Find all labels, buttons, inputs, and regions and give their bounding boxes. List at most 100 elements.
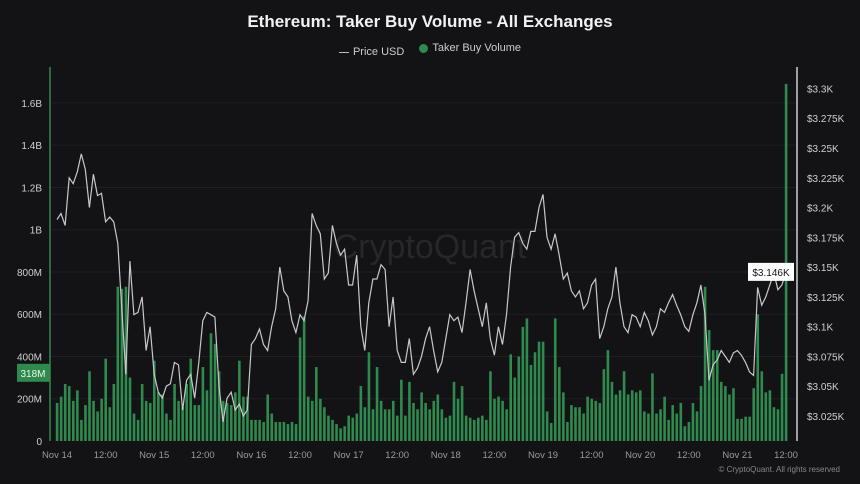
volume-bar xyxy=(250,419,253,441)
volume-bar xyxy=(497,396,500,441)
volume-bar xyxy=(262,421,265,441)
volume-bar xyxy=(258,419,261,441)
volume-bar xyxy=(92,400,95,441)
volume-bar xyxy=(396,415,399,441)
volume-bar xyxy=(323,407,326,441)
volume-bar xyxy=(695,411,699,441)
x-tick-label: 12:00 xyxy=(483,450,507,461)
volume-bar xyxy=(177,400,180,441)
volume-bar xyxy=(327,415,330,441)
volume-bar xyxy=(242,396,245,441)
x-tick-label: Nov 19 xyxy=(528,450,558,461)
volume-bar xyxy=(331,419,334,441)
legend-item-price[interactable]: Price USD xyxy=(338,46,404,58)
volume-bar xyxy=(501,400,504,441)
volume-bar xyxy=(651,373,654,441)
volume-bar xyxy=(707,330,711,441)
volume-bar xyxy=(525,318,529,441)
volume-bar xyxy=(266,394,269,441)
volume-bar xyxy=(724,386,727,441)
volume-bar xyxy=(363,407,367,441)
volume-bar xyxy=(108,407,112,441)
left-tick-label: 200M xyxy=(17,395,42,406)
volume-bar xyxy=(622,371,626,441)
volume-bar xyxy=(351,417,355,441)
volume-bar xyxy=(278,421,282,441)
volume-bar xyxy=(493,398,496,441)
volume-bar xyxy=(590,398,593,441)
watermark: CryptoQuant xyxy=(334,228,527,266)
volume-bar xyxy=(420,392,423,441)
volume-bar xyxy=(549,423,553,441)
volume-bar xyxy=(732,388,735,441)
volume-bar xyxy=(667,419,670,441)
volume-bar xyxy=(185,383,188,441)
volume-bar xyxy=(760,371,764,441)
x-tick-label: 12:00 xyxy=(774,450,798,461)
volume-bar xyxy=(764,392,768,441)
volume-bar xyxy=(436,394,440,441)
volume-bar xyxy=(728,394,731,441)
volume-bar xyxy=(574,407,577,441)
right-tick-label: $3.3K xyxy=(807,84,833,95)
volume-bar xyxy=(444,417,448,441)
volume-bar xyxy=(562,392,565,441)
right-current-value: $3.146K xyxy=(752,268,790,279)
volume-bar xyxy=(343,426,346,441)
volume-bar xyxy=(55,402,59,441)
left-tick-label: 1.2B xyxy=(21,183,42,194)
left-current-value: 318M xyxy=(20,369,45,380)
volume-bar xyxy=(610,381,614,441)
volume-bar xyxy=(614,394,618,441)
legend-item-volume[interactable]: Taker Buy Volume xyxy=(419,42,521,54)
left-current-badge xyxy=(17,363,50,382)
volume-bar xyxy=(335,424,338,441)
volume-bar xyxy=(517,356,521,441)
x-tick-label: Nov 17 xyxy=(334,450,364,461)
volume-bar xyxy=(169,419,172,441)
volume-bar xyxy=(663,396,666,441)
volume-bar xyxy=(104,358,107,441)
volume-bar xyxy=(768,390,772,441)
volume-bar xyxy=(408,381,411,441)
volume-bar xyxy=(699,386,703,441)
volume-bar xyxy=(537,341,541,441)
volume-bar xyxy=(464,415,468,441)
volume-bar xyxy=(148,402,152,441)
volume-bar xyxy=(756,314,760,441)
right-tick-label: $3.1K xyxy=(807,323,833,334)
volume-bar xyxy=(618,390,622,441)
volume-bar xyxy=(659,409,662,441)
volume-bar xyxy=(181,407,184,441)
volume-bar xyxy=(489,371,492,441)
volume-bar xyxy=(136,419,140,441)
volume-bar xyxy=(193,405,197,441)
right-tick-label: $3.05K xyxy=(807,382,839,393)
volume-bar xyxy=(72,400,75,441)
volume-bar xyxy=(481,415,484,441)
volume-bar xyxy=(541,341,545,441)
volume-bar xyxy=(173,383,176,441)
volume-bar xyxy=(359,386,363,441)
volume-bar xyxy=(485,419,488,441)
left-tick-label: 1.6B xyxy=(21,99,42,110)
x-tick-label: Nov 20 xyxy=(625,450,655,461)
volume-bar xyxy=(400,379,403,441)
volume-bar xyxy=(254,419,257,441)
volume-bar xyxy=(238,360,241,441)
volume-bar xyxy=(776,409,780,441)
volume-bar xyxy=(687,421,691,441)
volume-bar xyxy=(553,318,557,441)
x-tick-label: Nov 21 xyxy=(722,450,752,461)
volume-bar xyxy=(655,413,658,441)
volume-bar xyxy=(197,405,201,441)
left-tick-label: 0 xyxy=(36,437,42,448)
volume-bar xyxy=(100,398,103,441)
volume-bar xyxy=(80,419,83,441)
volume-bar xyxy=(229,405,233,441)
volume-bar xyxy=(132,413,136,441)
volume-bar xyxy=(112,383,116,441)
volume-bar xyxy=(582,413,585,441)
volume-bar xyxy=(128,377,132,441)
